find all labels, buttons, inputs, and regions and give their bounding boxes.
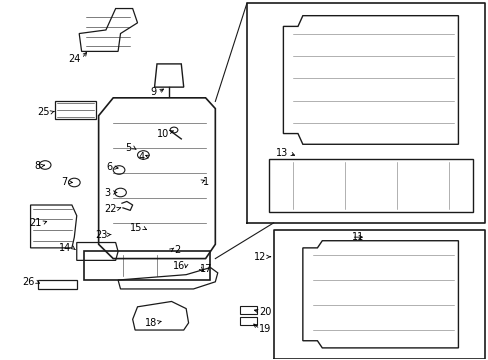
Text: 12: 12: [253, 252, 266, 262]
Text: 26: 26: [22, 277, 34, 287]
Text: 24: 24: [68, 54, 80, 64]
Text: 19: 19: [259, 324, 271, 334]
Text: 14: 14: [59, 243, 71, 253]
Text: 18: 18: [144, 318, 157, 328]
Text: 8: 8: [34, 161, 40, 171]
Text: 20: 20: [259, 307, 271, 317]
Text: 2: 2: [174, 245, 180, 255]
Text: 22: 22: [104, 204, 117, 214]
Text: 11: 11: [351, 232, 363, 242]
Text: 23: 23: [95, 230, 107, 240]
Text: 4: 4: [139, 152, 144, 162]
Bar: [239, 306, 256, 314]
Text: 17: 17: [200, 264, 212, 274]
Text: 25: 25: [38, 107, 50, 117]
Text: 1: 1: [203, 177, 209, 187]
Text: 13: 13: [275, 148, 287, 158]
Text: 3: 3: [104, 188, 111, 198]
Text: 16: 16: [173, 261, 185, 271]
Bar: [239, 317, 256, 325]
Text: 15: 15: [130, 223, 142, 233]
Text: 9: 9: [150, 87, 157, 98]
Text: 6: 6: [106, 162, 112, 172]
Text: 5: 5: [125, 143, 131, 153]
Text: 10: 10: [157, 129, 169, 139]
Text: 7: 7: [61, 177, 67, 187]
Text: 21: 21: [29, 218, 41, 228]
